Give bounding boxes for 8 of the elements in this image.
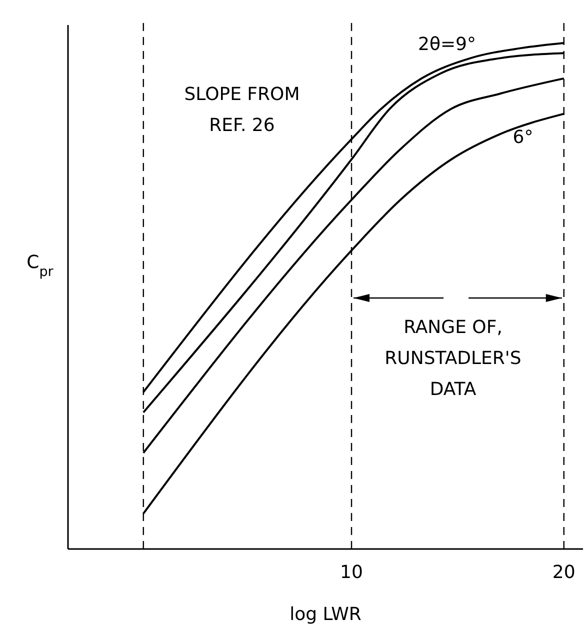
x-tick-label: 20 bbox=[552, 562, 576, 583]
x-tick-label: 10 bbox=[340, 562, 363, 583]
x-axis-title: log LWR bbox=[290, 604, 362, 625]
annotation: SLOPE FROM REF. 26 bbox=[184, 84, 300, 136]
annotation: 2θ=9° bbox=[418, 34, 476, 55]
y-axis-title: C$_{pr}$ bbox=[26, 252, 54, 280]
annotation: 6° bbox=[512, 127, 534, 148]
annotation: RANGE OF, RUNSTADLER'S DATA bbox=[384, 317, 522, 400]
